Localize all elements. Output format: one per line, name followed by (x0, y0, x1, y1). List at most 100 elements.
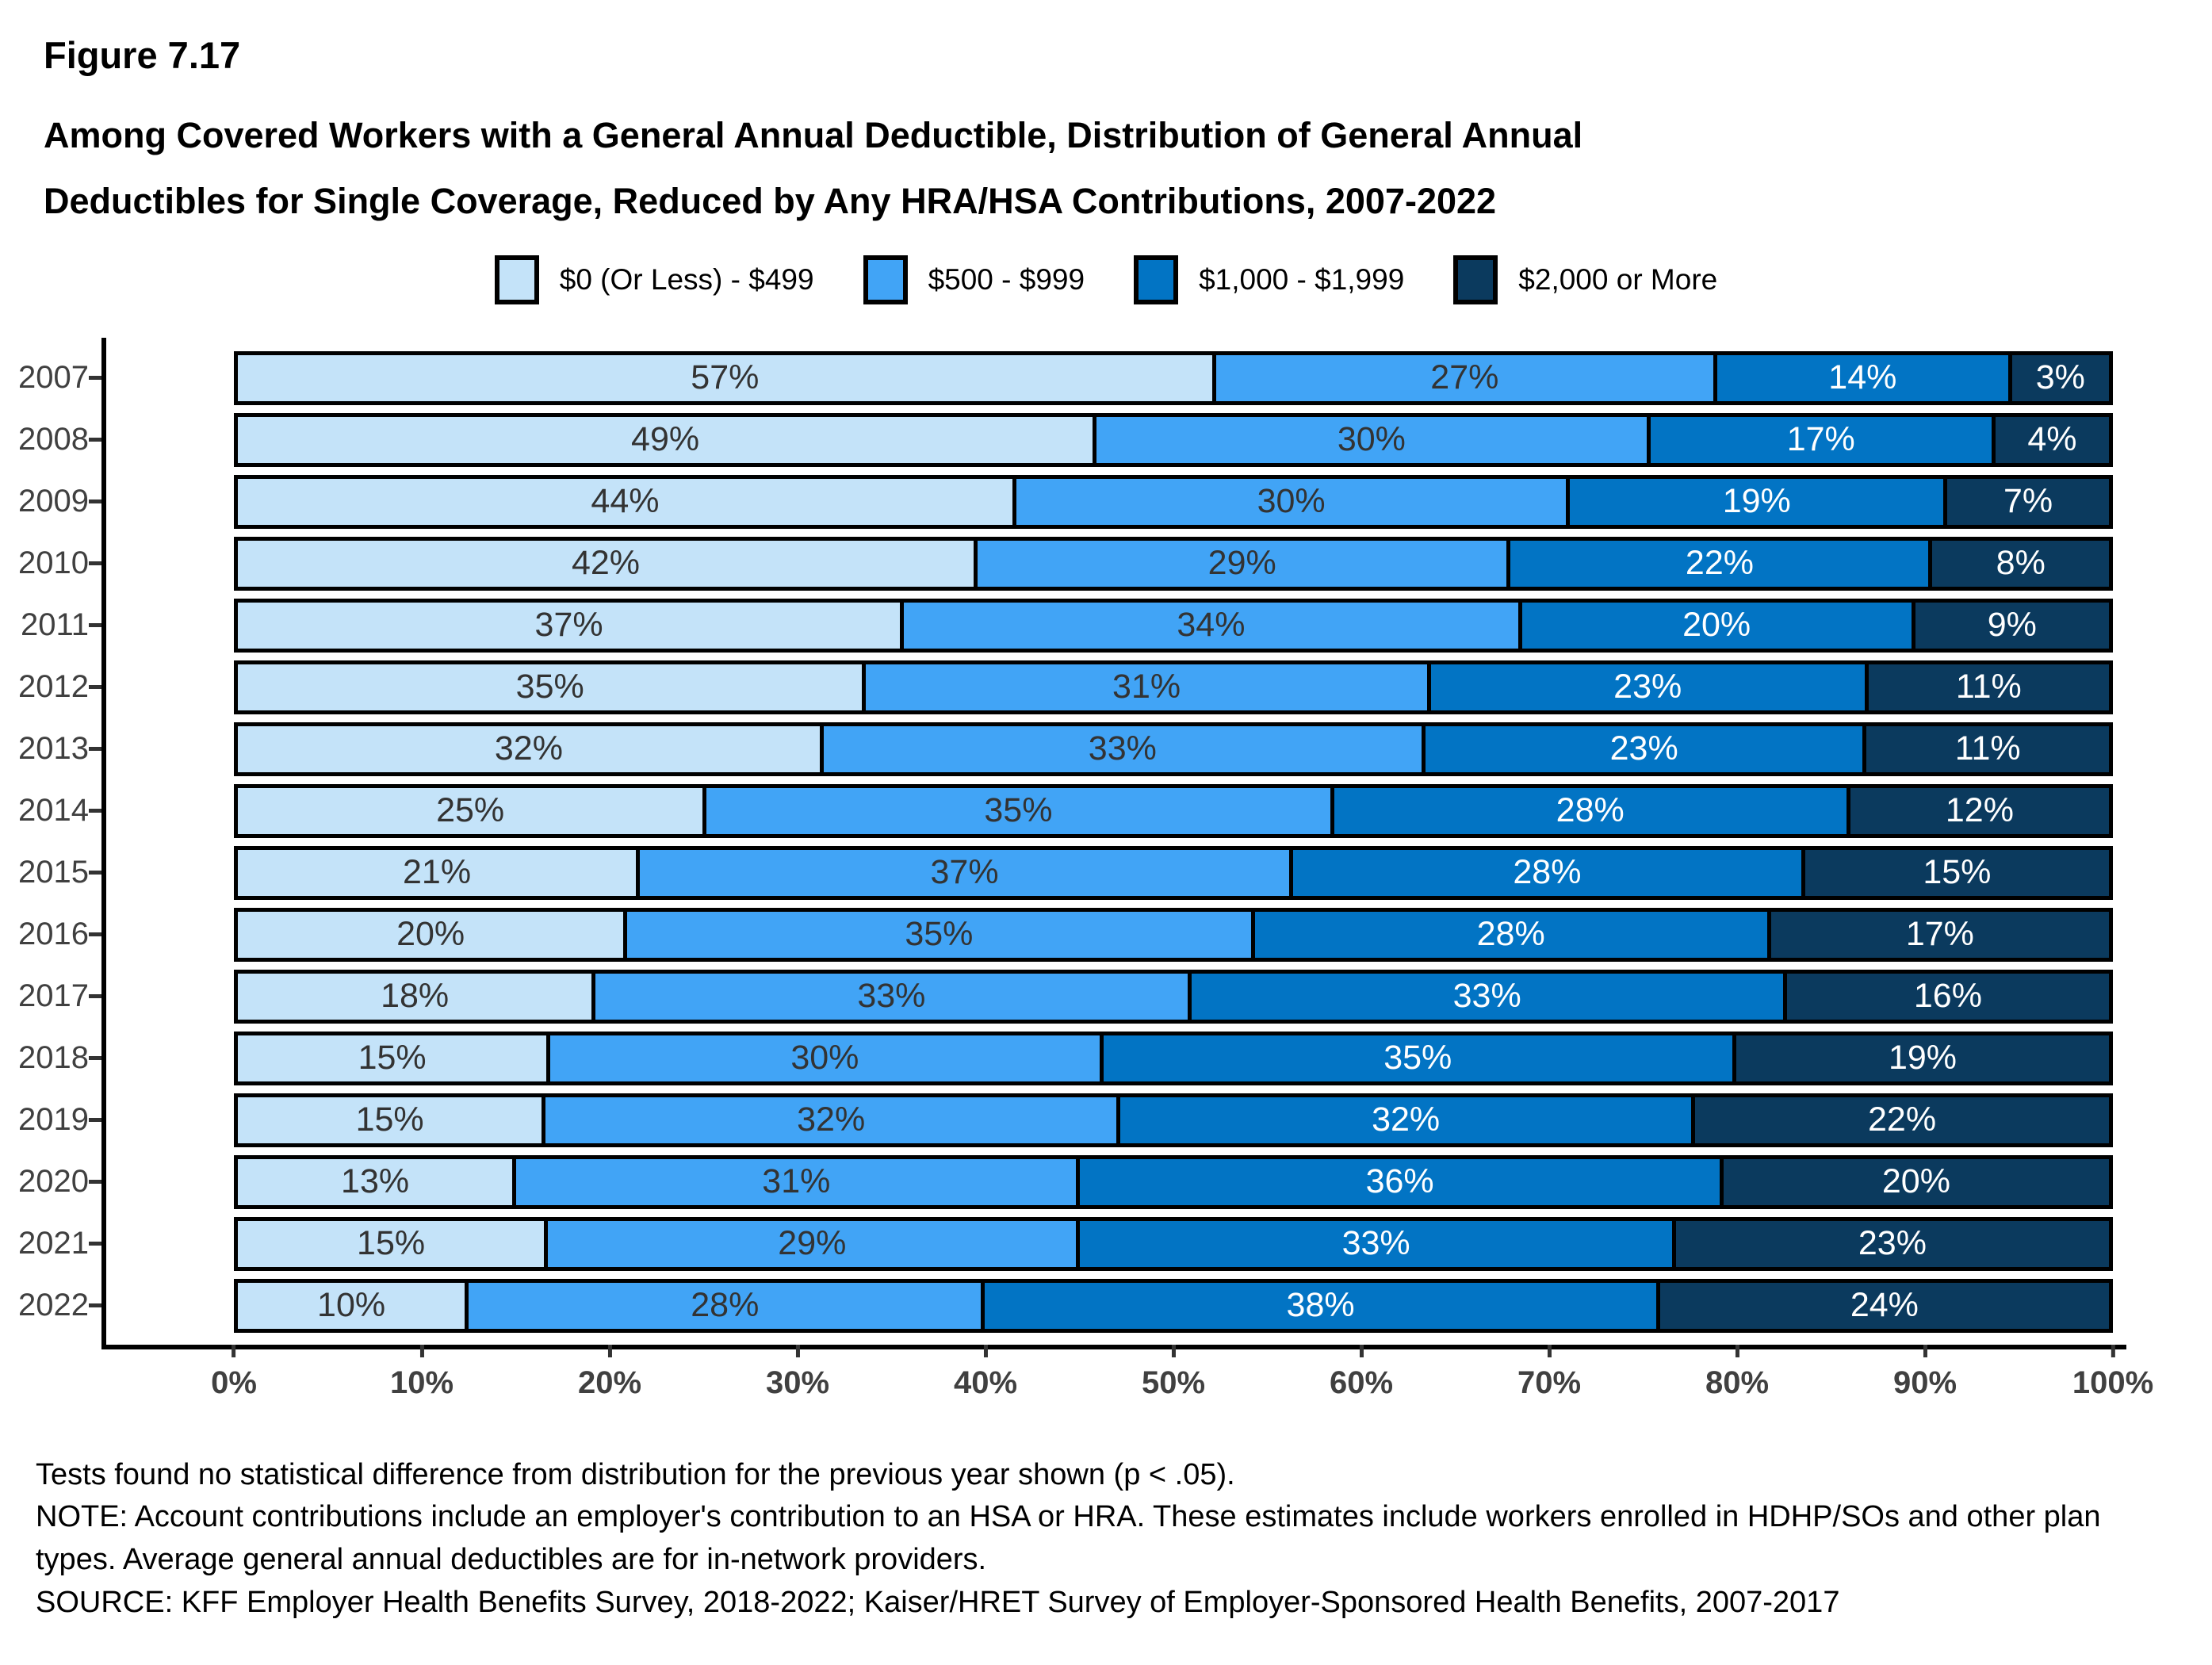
y-axis-tick-mark (89, 994, 101, 998)
bar-segment-label: 17% (1905, 915, 1974, 953)
bar-segment: 4% (1991, 416, 2110, 463)
bar-segment-label: 23% (1613, 668, 1682, 706)
bar-segment-label: 29% (778, 1224, 847, 1262)
bar-segment-label: 15% (355, 1100, 424, 1139)
x-axis-tick-label: 100% (2072, 1365, 2154, 1400)
stacked-bar-2016: 20% 35% 28% 17% (234, 907, 2113, 962)
x-axis-tick: 40% (954, 1344, 1017, 1401)
bar-segment: 35% (1099, 1035, 1732, 1081)
legend-label: $500 - $999 (928, 262, 1085, 296)
bar-segment-label: 33% (857, 977, 926, 1015)
bar-row-2016: 2016 20% 35% 28% 17% (0, 904, 2113, 966)
y-axis-year-label: 2008 (18, 422, 89, 457)
x-axis-tick-mark (1923, 1344, 1927, 1357)
stacked-bar-2019: 15% 32% 32% 22% (234, 1093, 2113, 1147)
y-axis-year-label: 2019 (18, 1102, 89, 1137)
bar-segment: 33% (819, 725, 1422, 772)
bar-segment: 35% (702, 787, 1330, 834)
y-axis-tick-mark (89, 438, 101, 442)
bar-segment-label: 3% (2035, 358, 2085, 396)
bar-segment-label: 7% (2003, 482, 2053, 520)
bar-segment: 34% (900, 602, 1518, 649)
bar-segment-label: 22% (1685, 544, 1754, 582)
bar-segment-label: 30% (790, 1039, 859, 1077)
bar-segment-label: 29% (1207, 544, 1276, 582)
bar-segment: 32% (542, 1097, 1117, 1143)
legend-swatch-0-499 (494, 255, 539, 304)
y-axis-tick-mark (89, 1056, 101, 1060)
y-axis-tick-mark (89, 809, 101, 813)
bar-segment-label: 27% (1430, 358, 1499, 396)
bar-segment: 19% (1732, 1035, 2109, 1081)
bar-segment: 10% (238, 1282, 465, 1329)
y-axis-tick-mark (89, 1180, 101, 1184)
x-axis-tick: 100% (2072, 1344, 2154, 1401)
x-axis-tick-mark (232, 1344, 236, 1357)
stacked-bar-2009: 44% 30% 19% 7% (234, 474, 2113, 529)
bar-segment: 31% (512, 1158, 1077, 1205)
bar-segment: 12% (1846, 787, 2109, 834)
bar-segment: 30% (1093, 416, 1647, 463)
stacked-bar-2008: 49% 30% 17% 4% (234, 412, 2113, 467)
bar-segment-label: 28% (1513, 853, 1582, 891)
bar-segment: 7% (1943, 478, 2109, 525)
bar-segment: 37% (238, 602, 901, 649)
bar-segment-label: 11% (1954, 729, 2021, 767)
chart-title-line1: Among Covered Workers with a General Ann… (44, 115, 1583, 155)
bar-segment: 14% (1713, 354, 2008, 401)
legend-item: $2,000 or More (1453, 255, 1717, 304)
bar-segment-label: 30% (1257, 482, 1326, 520)
y-axis-year-label: 2020 (18, 1164, 89, 1199)
bar-row-2012: 2012 35% 31% 23% 11% (0, 656, 2113, 718)
bar-segment-label: 38% (1286, 1286, 1355, 1324)
x-axis-tick: 60% (1330, 1344, 1393, 1401)
legend-item: $500 - $999 (863, 255, 1085, 304)
bar-segment: 23% (1671, 1220, 2110, 1267)
bar-segment: 37% (636, 849, 1290, 896)
x-axis-tick-label: 30% (765, 1365, 830, 1400)
footnote-stat-test: Tests found no statistical difference fr… (36, 1457, 1235, 1491)
bar-segment-label: 20% (1682, 606, 1751, 644)
bar-row-2022: 2022 10% 28% 38% 24% (0, 1275, 2113, 1337)
bar-segment: 31% (862, 664, 1427, 710)
y-axis-year-label: 2007 (18, 360, 89, 395)
bar-segment: 29% (544, 1220, 1077, 1267)
bar-segment: 44% (238, 478, 1012, 525)
x-axis-tick: 80% (1705, 1344, 1769, 1401)
y-axis-year-label: 2009 (18, 484, 89, 519)
bar-segment-label: 33% (1088, 729, 1157, 767)
bar-segment-label: 23% (1609, 729, 1678, 767)
bar-segment: 29% (974, 540, 1507, 587)
bar-segment: 35% (623, 911, 1251, 958)
bar-segment-label: 32% (1372, 1100, 1441, 1139)
bar-segment: 27% (1211, 354, 1713, 401)
legend-swatch-1000-1999 (1134, 255, 1179, 304)
x-axis-tick-mark (419, 1344, 424, 1357)
bar-row-2015: 2015 21% 37% 28% 15% (0, 842, 2113, 904)
bar-segment: 20% (238, 911, 624, 958)
bar-segment: 30% (546, 1035, 1100, 1081)
bar-segment-label: 18% (381, 977, 450, 1015)
bar-segment-label: 30% (1337, 420, 1406, 458)
stacked-bar-2013: 32% 33% 23% 11% (234, 722, 2113, 776)
bar-row-2009: 2009 44% 30% 19% 7% (0, 471, 2113, 533)
y-axis-tick-mark (89, 1118, 101, 1122)
legend-label: $0 (Or Less) - $499 (559, 262, 814, 296)
bar-segment-label: 4% (2027, 420, 2077, 458)
bar-segment: 15% (238, 1220, 545, 1267)
y-axis-year-label: 2010 (18, 545, 89, 580)
bar-segment-label: 28% (691, 1286, 760, 1324)
bar-segment-label: 14% (1828, 358, 1897, 396)
bar-segment-label: 35% (984, 791, 1053, 829)
bar-segment: 17% (1766, 911, 2109, 958)
bar-segment: 28% (1250, 911, 1767, 958)
x-axis-tick-label: 10% (389, 1365, 454, 1400)
bar-segment: 24% (1655, 1282, 2109, 1329)
stacked-bar-2014: 25% 35% 28% 12% (234, 783, 2113, 838)
bar-row-2007: 2007 57% 27% 14% 3% (0, 347, 2113, 409)
y-axis-tick-mark (89, 500, 101, 503)
y-axis-year-label: 2021 (18, 1226, 89, 1261)
legend-label: $1,000 - $1,999 (1199, 262, 1405, 296)
bar-segment: 28% (1289, 849, 1801, 896)
bar-segment: 3% (2007, 354, 2109, 401)
